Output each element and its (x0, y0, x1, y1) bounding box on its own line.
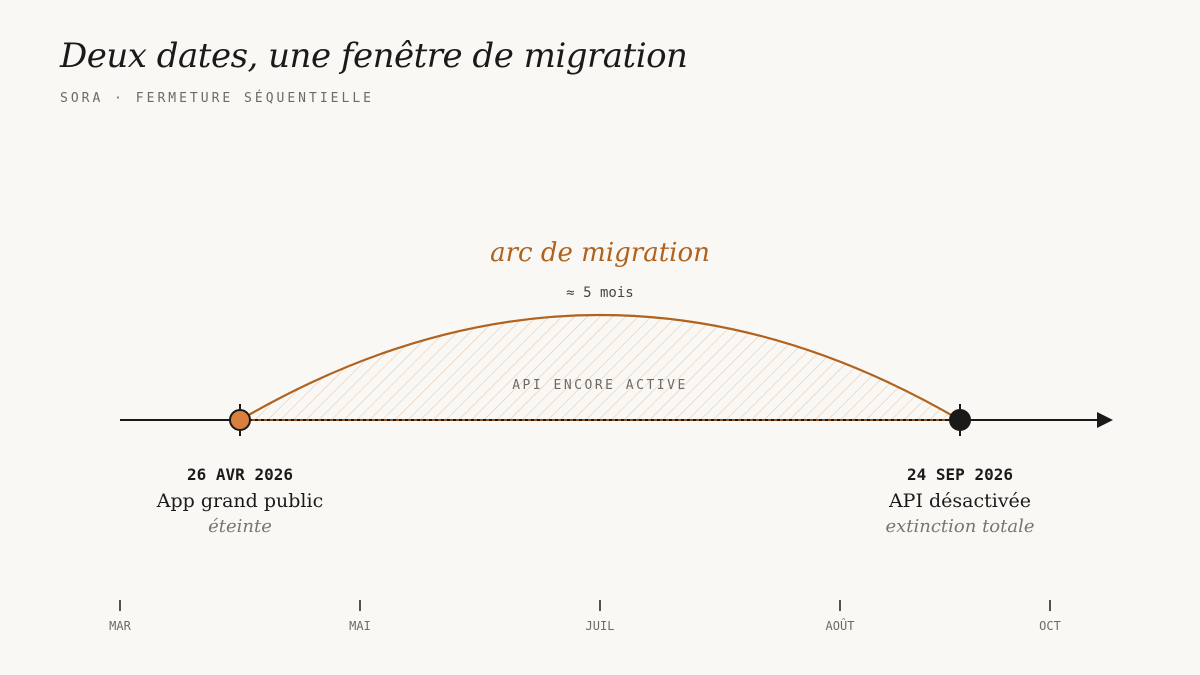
arc-duration: ≈ 5 mois (566, 285, 633, 301)
event-date-api: 24 SEP 2026 (907, 465, 1013, 484)
month-label-mai: MAI (349, 619, 371, 633)
axis-arrow-head (1097, 412, 1113, 428)
event-date-app: 26 AVR 2026 (187, 465, 293, 484)
event-label-app: App grand public (156, 490, 323, 512)
event-sublabel-api: extinction totale (885, 516, 1034, 537)
migration-arc-curve (239, 314, 961, 421)
month-label-aout: AOÛT (826, 618, 855, 633)
event-dot-api (949, 409, 971, 431)
month-label-mar: MAR (109, 619, 131, 633)
page-subtitle: SORA · FERMETURE SÉQUENTIELLE (60, 91, 374, 106)
arc-title: arc de migration (490, 238, 710, 268)
month-label-juil: JUIL (586, 619, 615, 633)
page-title: Deux dates, une fenêtre de migration (60, 36, 688, 76)
month-label-oct: OCT (1039, 619, 1061, 633)
event-sublabel-app: éteinte (208, 516, 272, 537)
event-dot-app (229, 409, 251, 431)
event-label-api: API désactivée (888, 490, 1031, 512)
arc-inner-label: API ENCORE ACTIVE (512, 378, 688, 393)
event-marker-api (949, 404, 971, 436)
event-marker-app (229, 404, 251, 436)
month-scale: MAR MAI JUIL AOÛT OCT (109, 600, 1061, 633)
